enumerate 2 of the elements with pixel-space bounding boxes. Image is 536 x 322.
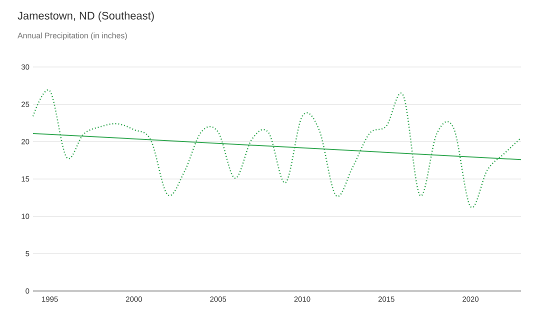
line-series xyxy=(32,90,522,208)
chart-title: Jamestown, ND (Southeast) xyxy=(18,12,154,22)
